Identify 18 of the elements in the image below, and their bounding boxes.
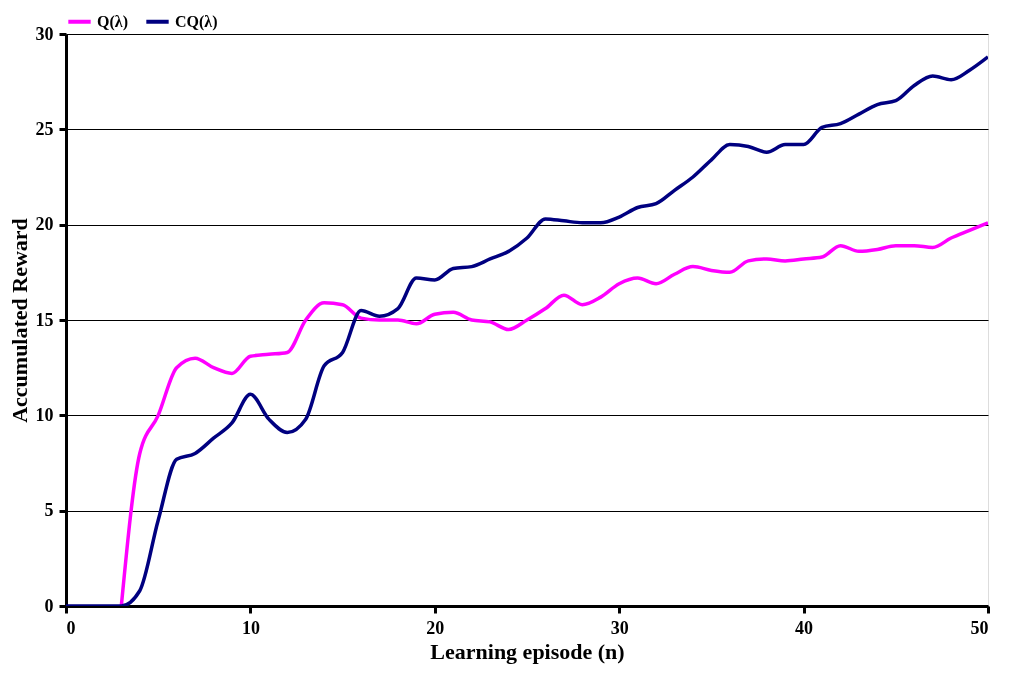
y-tick-label: 15 (35, 309, 54, 330)
y-tick-label: 20 (35, 214, 54, 235)
line-series (119, 221, 988, 606)
y-tick-label: 0 (44, 595, 54, 616)
x-tick-label: 20 (426, 617, 445, 638)
y-tick-label: 5 (44, 500, 54, 521)
x-tick-label: 0 (66, 617, 76, 638)
y-tick-label: 25 (35, 118, 54, 139)
legend-label: Q(λ) (97, 12, 128, 31)
x-tick-label: 50 (970, 617, 989, 638)
x-tick-label: 40 (795, 617, 814, 638)
legend-label: CQ(λ) (175, 12, 218, 31)
y-tick-label: 10 (35, 404, 54, 425)
y-axis-title: Accumulated Reward (6, 218, 32, 423)
x-tick-label: 30 (610, 617, 629, 638)
x-tick-label: 10 (241, 617, 260, 638)
x-axis-title: Learning episode (n) (430, 638, 625, 664)
y-tick-label: 30 (35, 23, 54, 44)
